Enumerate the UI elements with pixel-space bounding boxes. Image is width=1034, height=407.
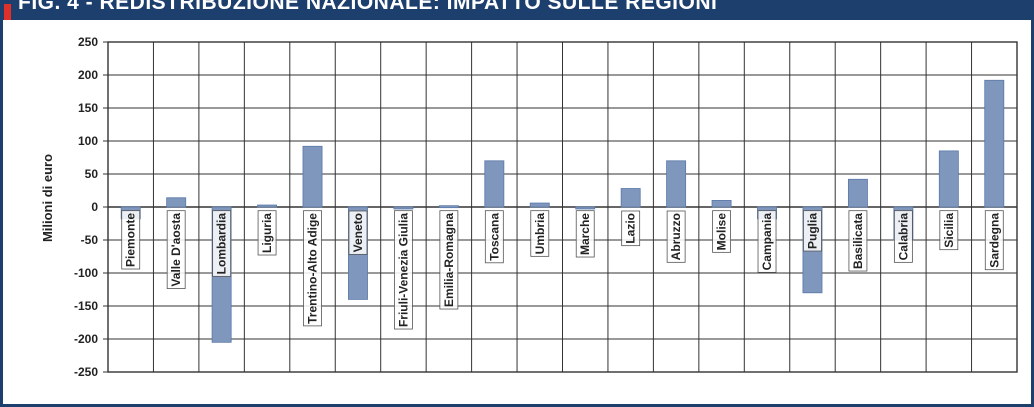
category-label: Lombardia	[215, 213, 229, 275]
bar-sicilia	[938, 150, 959, 208]
bar-friuli-venezia-giulia	[393, 206, 414, 210]
category-label-group: Lazio	[621, 210, 641, 247]
category-label-group: Calabria	[893, 210, 913, 263]
chart-grid	[103, 41, 1018, 373]
category-labels: Piemonte Valle D'aosta Lombardia Liguria Tre…	[121, 210, 1004, 330]
category-label-box	[757, 210, 777, 273]
y-axis-label: Milioni di euro	[40, 154, 55, 242]
bar-sardegna	[984, 79, 1005, 208]
category-label: Basilicata	[851, 213, 865, 269]
category-label-box	[166, 210, 186, 289]
category-label: Campania	[760, 213, 774, 271]
category-label-group: Basilicata	[848, 210, 868, 272]
category-label-group: Sardegna	[984, 210, 1004, 271]
bar-liguria	[257, 204, 278, 208]
category-label-group: Friuli-Venezia Giulia	[394, 210, 413, 330]
chart-header: FIG. 4 - REDISTRIBUZIONE NAZIONALE: IMPA…	[0, 0, 1034, 20]
y-tick-label: -200	[74, 332, 98, 346]
category-label-box	[621, 210, 641, 247]
y-tick-label: -100	[74, 266, 98, 280]
category-label-group: Trentino-Alto Adige	[303, 210, 322, 327]
category-label-box	[121, 210, 141, 270]
category-label-group: Emilia-Romagna	[439, 210, 459, 310]
bar-abruzzo	[666, 160, 687, 208]
category-label: Trentino-Alto Adige	[306, 213, 320, 324]
category-label: Molise	[715, 213, 729, 251]
category-label-group: Lombardia	[212, 210, 232, 277]
category-label-box	[257, 210, 277, 256]
y-tick-label: -150	[74, 299, 98, 313]
bar-toscana	[484, 160, 505, 208]
category-label-group: Campania	[757, 210, 777, 273]
category-label-box	[303, 210, 322, 327]
category-label-box	[848, 210, 868, 272]
category-label: Piemonte	[124, 213, 138, 267]
bar-basilicata	[847, 178, 868, 208]
category-label: Sicilia	[942, 213, 956, 248]
y-axis-ticks: 250 200 150 100 50 0 -50 -100 -150 -200 -250	[74, 35, 98, 379]
category-label-box	[575, 210, 595, 258]
category-label-box	[666, 210, 686, 263]
category-label-box	[439, 210, 459, 310]
category-label-group: Molise	[712, 210, 731, 253]
category-label-box	[212, 210, 232, 277]
category-label: Sardegna	[987, 213, 1001, 268]
category-label-box	[893, 210, 913, 263]
category-label-box	[530, 210, 550, 257]
chart-title: FIG. 4 - REDISTRIBUZIONE NAZIONALE: IMPA…	[18, 0, 718, 14]
category-label-group: Marche	[575, 210, 595, 258]
category-label-group: Valle D'aosta	[166, 210, 186, 289]
y-tick-label: 250	[78, 35, 98, 49]
y-tick-label: 100	[78, 134, 98, 148]
category-label-group: Abruzzo	[666, 210, 686, 263]
header-accent-mark	[4, 4, 11, 20]
bar-marche	[575, 206, 596, 210]
category-label: Friuli-Venezia Giulia	[396, 213, 410, 327]
category-label: Liguria	[260, 213, 274, 253]
category-label-group: Puglia	[803, 210, 822, 252]
bar-trentino-alto-adige	[302, 145, 323, 208]
category-label-box	[803, 210, 822, 252]
category-label-box	[939, 210, 959, 251]
category-label-group: Liguria	[257, 210, 277, 256]
bar-valle-d-aosta	[166, 197, 187, 208]
category-label-group: Veneto	[348, 210, 368, 255]
y-tick-label: 50	[85, 167, 99, 181]
bar-umbria	[529, 202, 550, 208]
y-tick-label: 0	[91, 200, 98, 214]
category-label: Valle D'aosta	[169, 213, 183, 287]
category-label-box	[984, 210, 1004, 271]
category-label: Marche	[578, 213, 592, 255]
category-label: Umbria	[533, 213, 547, 255]
category-label: Veneto	[351, 213, 365, 252]
category-label: Abruzzo	[669, 213, 683, 260]
y-tick-label: -50	[81, 233, 99, 247]
category-label: Toscana	[487, 213, 501, 261]
y-tick-label: -250	[74, 365, 98, 379]
bar-molise	[711, 199, 732, 208]
y-tick-label: 150	[78, 101, 98, 115]
category-label: Calabria	[896, 213, 910, 261]
category-label-group: Toscana	[484, 210, 504, 264]
category-label-box	[394, 210, 413, 330]
category-label-group: Umbria	[530, 210, 550, 257]
category-label: Lazio	[624, 213, 638, 244]
y-tick-label: 200	[78, 68, 98, 82]
bar-emilia-romagna	[438, 205, 459, 209]
bar-lazio	[620, 188, 641, 208]
category-label-group: Piemonte	[121, 210, 141, 270]
category-label-box	[348, 210, 368, 255]
category-label-group: Sicilia	[939, 210, 959, 251]
category-label-box	[484, 210, 504, 264]
category-label: Puglia	[805, 213, 819, 249]
category-label: Emilia-Romagna	[442, 213, 456, 307]
category-label-box	[712, 210, 731, 253]
